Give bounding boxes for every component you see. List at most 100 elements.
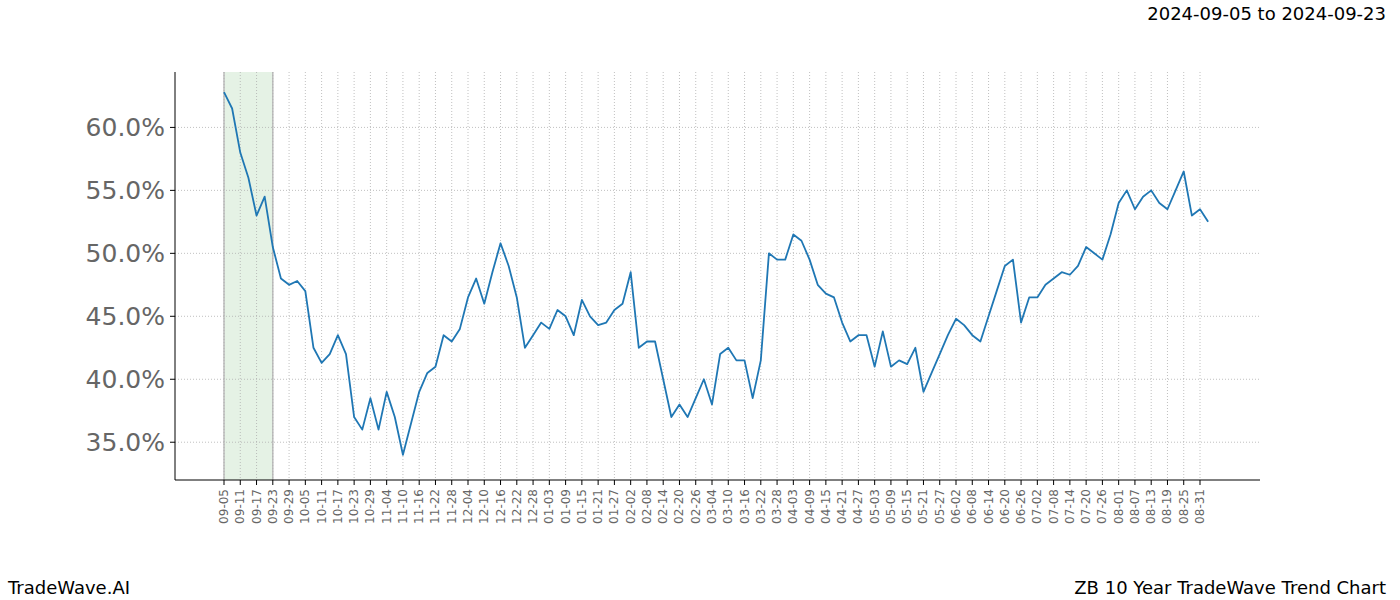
- x-tick-label: 11-28: [445, 489, 459, 524]
- x-tick: [663, 480, 664, 485]
- x-tick-label: 10-11: [315, 489, 329, 524]
- x-grid: [1004, 72, 1005, 480]
- x-tick-label: 03-04: [705, 489, 719, 524]
- y-tick-label: 50.0%: [86, 239, 165, 268]
- x-grid: [305, 72, 306, 480]
- x-axis: [175, 480, 1260, 481]
- x-grid: [516, 72, 517, 480]
- x-grid: [1200, 72, 1201, 480]
- x-grid: [289, 72, 290, 480]
- x-tick-label: 01-09: [559, 489, 573, 524]
- x-tick: [500, 480, 501, 485]
- x-tick-label: 01-27: [607, 489, 621, 524]
- x-tick: [435, 480, 436, 485]
- x-grid: [533, 72, 534, 480]
- x-tick: [533, 480, 534, 485]
- x-tick-label: 06-02: [949, 489, 963, 524]
- x-tick: [1021, 480, 1022, 485]
- x-grid: [451, 72, 452, 480]
- x-grid: [972, 72, 973, 480]
- x-grid: [842, 72, 843, 480]
- x-tick-label: 04-27: [851, 489, 865, 524]
- x-tick-label: 05-09: [884, 489, 898, 524]
- x-tick: [972, 480, 973, 485]
- line-group: [224, 92, 1208, 455]
- x-tick: [1102, 480, 1103, 485]
- x-tick: [1118, 480, 1119, 485]
- x-tick: [516, 480, 517, 485]
- x-grid: [500, 72, 501, 480]
- x-tick-label: 03-16: [738, 489, 752, 524]
- credit: TradeWave.AI: [7, 577, 130, 598]
- x-grid: [1167, 72, 1168, 480]
- y-tick-label: 35.0%: [86, 428, 165, 457]
- title: ZB 10 Year TradeWave Trend Chart: [1074, 577, 1386, 598]
- x-tick-label: 07-14: [1063, 489, 1077, 524]
- x-tick-label: 10-17: [331, 489, 345, 524]
- x-grid: [468, 72, 469, 480]
- x-tick: [240, 480, 241, 485]
- x-tick: [419, 480, 420, 485]
- x-tick: [614, 480, 615, 485]
- x-grid: [956, 72, 957, 480]
- x-grid: [549, 72, 550, 480]
- x-tick-label: 10-05: [298, 489, 312, 524]
- x-tick: [760, 480, 761, 485]
- x-grid: [809, 72, 810, 480]
- x-tick: [484, 480, 485, 485]
- x-tick-label: 08-07: [1128, 489, 1142, 524]
- x-tick-label: 08-25: [1177, 489, 1191, 524]
- x-grid: [272, 72, 273, 480]
- y-tick-label: 45.0%: [86, 302, 165, 331]
- x-tick-label: 04-09: [803, 489, 817, 524]
- x-tick: [1037, 480, 1038, 485]
- x-tick-label: 02-14: [656, 489, 670, 524]
- x-tick: [907, 480, 908, 485]
- x-tick: [565, 480, 566, 485]
- x-tick-label: 05-21: [916, 489, 930, 524]
- x-tick-label: 11-04: [380, 489, 394, 524]
- x-tick-label: 03-22: [754, 489, 768, 524]
- x-grid: [760, 72, 761, 480]
- x-tick-label: 02-20: [672, 489, 686, 524]
- x-grid: [321, 72, 322, 480]
- x-tick: [581, 480, 582, 485]
- x-grid: [419, 72, 420, 480]
- x-tick-label: 03-28: [770, 489, 784, 524]
- x-tick: [858, 480, 859, 485]
- highlight-edge: [223, 72, 225, 480]
- x-tick-label: 09-29: [282, 489, 296, 524]
- x-tick-label: 11-22: [428, 489, 442, 524]
- x-tick-label: 10-23: [347, 489, 361, 524]
- x-tick-label: 12-22: [510, 489, 524, 524]
- x-tick-label: 01-21: [591, 489, 605, 524]
- x-grid: [988, 72, 989, 480]
- x-grid: [1151, 72, 1152, 480]
- subtitle: 2024-09-05 to 2024-09-23: [1147, 3, 1386, 24]
- x-grid: [565, 72, 566, 480]
- x-grid: [598, 72, 599, 480]
- y-tick-label: 55.0%: [86, 176, 165, 205]
- x-grid: [712, 72, 713, 480]
- x-grid: [1053, 72, 1054, 480]
- x-grid: [581, 72, 582, 480]
- x-grid: [484, 72, 485, 480]
- x-grid: [907, 72, 908, 480]
- x-tick-label: 05-03: [868, 489, 882, 524]
- x-grid: [728, 72, 729, 480]
- x-tick: [630, 480, 631, 485]
- x-grid: [874, 72, 875, 480]
- x-grid: [695, 72, 696, 480]
- x-grid: [370, 72, 371, 480]
- x-tick-label: 07-26: [1095, 489, 1109, 524]
- x-tick: [939, 480, 940, 485]
- x-tick: [777, 480, 778, 485]
- x-tick: [923, 480, 924, 485]
- x-grid: [858, 72, 859, 480]
- x-tick-label: 12-10: [477, 489, 491, 524]
- x-tick-label: 12-16: [494, 489, 508, 524]
- x-tick: [809, 480, 810, 485]
- highlight-group: [224, 72, 273, 480]
- y-grid: [175, 127, 1260, 128]
- x-tick: [825, 480, 826, 485]
